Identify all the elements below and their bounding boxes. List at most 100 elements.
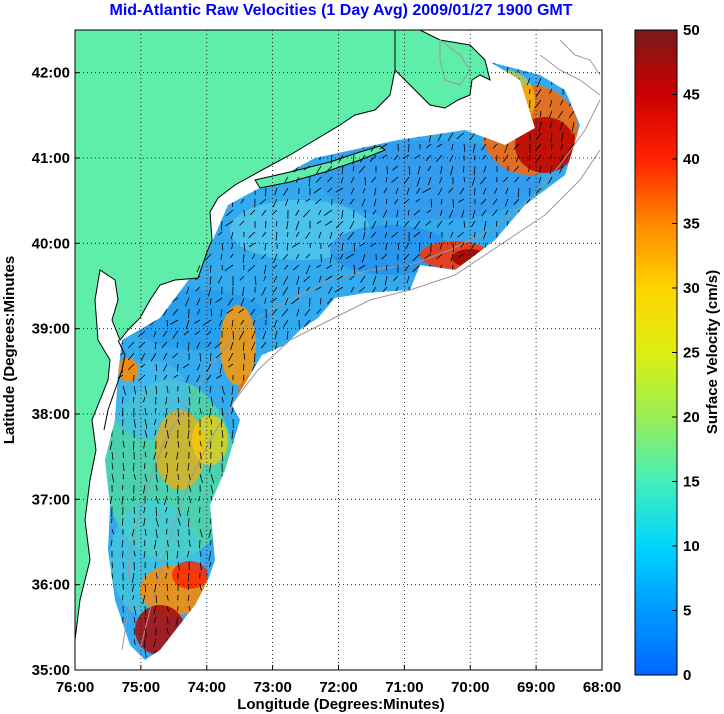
velocity-arrow bbox=[358, 264, 366, 270]
velocity-arrow bbox=[187, 341, 190, 352]
velocity-arrow bbox=[199, 407, 202, 415]
velocity-arrow bbox=[177, 561, 180, 571]
velocity-arrow bbox=[273, 275, 278, 283]
velocity-arrow bbox=[250, 308, 256, 316]
velocity-arrow bbox=[196, 341, 201, 349]
velocity-arrow bbox=[273, 319, 278, 328]
velocity-arrow bbox=[381, 253, 388, 260]
velocity-arrow bbox=[186, 286, 190, 295]
velocity-arrow bbox=[144, 407, 147, 416]
velocity-arrow bbox=[353, 264, 356, 275]
velocity-arrow bbox=[154, 429, 157, 436]
velocity-arrow bbox=[370, 143, 377, 152]
velocity-arrow bbox=[204, 253, 212, 261]
velocity-arrow bbox=[188, 484, 192, 492]
velocity-arrow bbox=[153, 539, 157, 550]
velocity-arrow bbox=[199, 539, 201, 549]
velocity-arrow bbox=[341, 242, 344, 252]
velocity-arrow bbox=[364, 209, 367, 218]
velocity-arrow bbox=[303, 319, 311, 328]
velocity-arrow bbox=[214, 341, 223, 349]
velocity-arrow bbox=[183, 363, 190, 369]
velocity-arrow bbox=[122, 385, 126, 395]
velocity-arrow bbox=[339, 231, 344, 237]
velocity-arrow bbox=[327, 297, 333, 305]
velocity-arrow bbox=[254, 275, 257, 286]
velocity-patch bbox=[172, 561, 208, 589]
velocity-arrow bbox=[238, 330, 245, 340]
velocity-arrow bbox=[483, 165, 487, 173]
velocity-arrow bbox=[261, 231, 267, 238]
velocity-arrow bbox=[430, 198, 433, 208]
velocity-arrow bbox=[140, 363, 146, 368]
velocity-arrow bbox=[427, 176, 432, 186]
velocity-arrow bbox=[493, 62, 498, 66]
velocity-arrow bbox=[396, 209, 399, 218]
velocity-arrow bbox=[166, 561, 169, 569]
velocity-arrow bbox=[393, 154, 399, 161]
velocity-arrow bbox=[382, 209, 388, 218]
velocity-arrow bbox=[127, 363, 135, 371]
velocity-arrow bbox=[494, 187, 498, 194]
velocity-arrow bbox=[121, 495, 124, 505]
velocity-arrow bbox=[155, 396, 157, 405]
velocity-arrow bbox=[469, 132, 476, 141]
velocity-arrow bbox=[165, 506, 168, 513]
velocity-arrow bbox=[186, 550, 190, 557]
velocity-arrow bbox=[407, 209, 410, 216]
velocity-patch bbox=[118, 358, 138, 382]
velocity-arrow bbox=[283, 187, 289, 196]
velocity-arrow bbox=[463, 176, 465, 183]
velocity-arrow bbox=[539, 110, 542, 117]
velocity-arrow bbox=[155, 484, 158, 491]
bathymetry-contours bbox=[121, 39, 601, 651]
velocity-arrow bbox=[198, 495, 201, 502]
velocity-arrow bbox=[242, 341, 245, 351]
velocity-arrow bbox=[450, 165, 454, 176]
x-axis-label: Longitude (Degrees:Minutes) bbox=[237, 696, 445, 713]
velocity-arrow bbox=[350, 286, 355, 293]
velocity-arrow bbox=[215, 374, 223, 379]
velocity-arrow bbox=[199, 528, 203, 538]
velocity-arrow bbox=[188, 440, 191, 447]
velocity-arrow bbox=[340, 264, 344, 271]
velocity-arrow bbox=[334, 286, 344, 293]
velocity-arrow bbox=[341, 209, 344, 219]
velocity-arrow bbox=[229, 253, 234, 259]
velocity-arrow bbox=[185, 319, 190, 330]
velocity-arrow bbox=[133, 627, 136, 635]
velocity-arrow bbox=[270, 297, 278, 303]
mainland bbox=[75, 30, 396, 641]
velocity-arrow bbox=[385, 198, 388, 205]
velocity-arrow bbox=[286, 330, 289, 340]
velocity-arrow bbox=[121, 539, 124, 548]
velocity-arrow bbox=[110, 539, 113, 546]
velocity-patch bbox=[220, 305, 256, 385]
contour-line bbox=[559, 39, 601, 76]
velocity-arrow bbox=[143, 539, 146, 547]
velocity-arrow bbox=[526, 176, 531, 182]
velocity-arrow bbox=[549, 88, 553, 94]
velocity-arrow bbox=[144, 473, 148, 482]
contour-line bbox=[139, 149, 601, 651]
velocity-arrow bbox=[131, 572, 135, 583]
velocity-arrow bbox=[215, 297, 223, 303]
velocity-arrow bbox=[272, 264, 278, 269]
velocity-arrow bbox=[316, 264, 322, 269]
velocity-arrow bbox=[199, 506, 201, 513]
x-axis-ticks: 76:00 75:00 74:00 73:00 72:00 71:00 70:00 69:00… bbox=[56, 665, 621, 696]
velocity-arrow bbox=[383, 187, 388, 193]
velocity-arrow bbox=[242, 363, 245, 371]
y-tick-label: 41:00 bbox=[32, 150, 70, 167]
velocity-arrow bbox=[274, 187, 278, 196]
velocity-arrow bbox=[240, 198, 245, 204]
velocity-arrow bbox=[305, 198, 311, 202]
velocity-arrow bbox=[195, 275, 201, 281]
velocity-arrow bbox=[291, 242, 300, 248]
velocity-arrow bbox=[196, 264, 201, 273]
velocity-arrow bbox=[249, 209, 256, 216]
velocity-arrow bbox=[315, 286, 322, 291]
velocity-arrow bbox=[172, 308, 179, 316]
velocity-arrow bbox=[429, 231, 432, 239]
velocity-arrow bbox=[275, 220, 278, 227]
